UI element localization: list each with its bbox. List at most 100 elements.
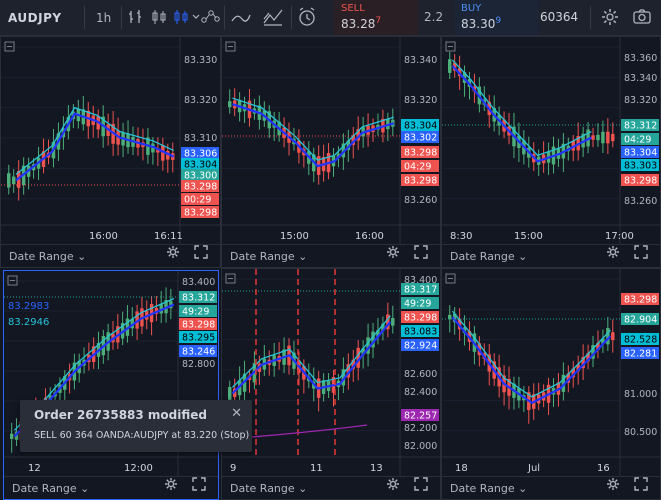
pane-collapse-icon[interactable] bbox=[225, 41, 236, 52]
candle bbox=[527, 386, 531, 424]
pane-collapse-icon[interactable] bbox=[445, 273, 456, 284]
candles-icon[interactable] bbox=[150, 8, 168, 26]
date-range-dropdown[interactable]: Date Range ⌄ bbox=[230, 250, 308, 263]
gear-icon[interactable] bbox=[386, 477, 400, 491]
chart-canvas[interactable]: 83.400 82.600 82.400 82.200 82.000 9 11 13 83.31… bbox=[222, 269, 440, 499]
pane-collapse-icon[interactable] bbox=[445, 41, 456, 52]
candle bbox=[512, 376, 516, 410]
x-axis-label: 12 bbox=[28, 463, 41, 474]
svg-text:83.300: 83.300 bbox=[184, 171, 217, 182]
x-axis-label: 15:00 bbox=[280, 231, 309, 242]
gear-icon[interactable] bbox=[606, 245, 620, 259]
x-axis-label: 8:30 bbox=[450, 231, 472, 242]
fullscreen-icon[interactable] bbox=[634, 477, 648, 491]
candle bbox=[228, 89, 232, 114]
fullscreen-icon[interactable] bbox=[192, 477, 206, 491]
chart-pane-3[interactable]: 83.36083.34083.32083.28083.2608:3015:001… bbox=[441, 36, 661, 268]
price-tag: 83.298 bbox=[401, 311, 439, 324]
pane-collapse-icon[interactable] bbox=[225, 273, 236, 284]
chart-canvas[interactable]: 83.330 83.320 83.310 16:00 16:11 83.30683.304… bbox=[1, 37, 220, 267]
svg-text:82.528: 82.528 bbox=[624, 335, 657, 346]
svg-text:83.298: 83.298 bbox=[184, 208, 217, 219]
gear-icon[interactable] bbox=[164, 477, 178, 491]
toast-close-button[interactable]: ✕ bbox=[231, 406, 242, 421]
date-range-dropdown[interactable]: Date Range ⌄ bbox=[12, 482, 90, 495]
chart-canvas[interactable]: 83.36083.34083.32083.28083.2608:3015:001… bbox=[442, 37, 660, 267]
gear-icon[interactable] bbox=[166, 245, 180, 259]
date-range-dropdown[interactable]: Date Range ⌄ bbox=[230, 482, 308, 495]
pane-collapse-icon[interactable] bbox=[4, 41, 15, 52]
buy-button[interactable]: BUY 83.309 bbox=[455, 0, 539, 35]
line-chart-icon[interactable] bbox=[230, 8, 252, 26]
pane-footer: Date Range ⌄ bbox=[442, 244, 660, 267]
date-range-dropdown[interactable]: Date Range ⌄ bbox=[450, 482, 528, 495]
x-axis-label: 16:00 bbox=[89, 231, 118, 242]
pane-footer: Date Range ⌄ bbox=[1, 244, 220, 267]
candle bbox=[7, 164, 11, 195]
sell-button[interactable]: SELL 83.287 bbox=[334, 0, 418, 35]
svg-text:83.306: 83.306 bbox=[184, 149, 217, 160]
candle bbox=[126, 120, 130, 154]
pane-footer: Date Range ⌄ bbox=[4, 476, 218, 499]
y-axis-label: 82.400 bbox=[404, 387, 437, 398]
gear-icon[interactable] bbox=[600, 7, 620, 27]
price-tag: 49:29 bbox=[179, 305, 217, 318]
price-tag: 83.298 bbox=[621, 293, 659, 306]
sell-price: 83.287 bbox=[341, 16, 382, 31]
camera-icon[interactable] bbox=[632, 7, 652, 27]
chart-pane-1[interactable]: 83.330 83.320 83.310 16:00 16:11 83.306 83.304… bbox=[0, 36, 221, 268]
moving-average-line bbox=[231, 321, 392, 395]
candle bbox=[536, 149, 541, 176]
hollow-candles-icon[interactable] bbox=[172, 8, 190, 26]
symbol-selector[interactable]: AUDJPY bbox=[8, 10, 62, 25]
candle bbox=[391, 305, 395, 334]
chart-canvas[interactable]: 83.34083.32083.28083.26015:0016:0083.304… bbox=[222, 37, 440, 267]
candle bbox=[448, 51, 452, 79]
gear-icon[interactable] bbox=[606, 477, 620, 491]
y-axis-label: 83.320 bbox=[624, 95, 657, 106]
buy-label: BUY bbox=[461, 3, 482, 14]
fullscreen-icon[interactable] bbox=[194, 245, 208, 259]
price-tag: 83.246 bbox=[179, 345, 217, 358]
bars-icon[interactable] bbox=[127, 8, 145, 26]
quantity-input[interactable]: 60364 bbox=[540, 10, 579, 24]
pane-footer: Date Range ⌄ bbox=[222, 244, 440, 267]
date-range-dropdown[interactable]: Date Range ⌄ bbox=[450, 250, 528, 263]
chart-pane-4[interactable]: 83.40082.80082.40082.2001212:0083.31249:… bbox=[3, 270, 219, 500]
chart-canvas[interactable]: 82.00081.50081.00080.50018Jul1683.29882.… bbox=[442, 269, 660, 499]
candle bbox=[247, 369, 252, 393]
candle bbox=[591, 335, 595, 368]
candle bbox=[277, 342, 281, 370]
fullscreen-icon[interactable] bbox=[634, 245, 648, 259]
candle bbox=[586, 344, 590, 370]
timeframe-selector[interactable]: 1h bbox=[96, 10, 112, 25]
chart-pane-2[interactable]: 83.34083.32083.28083.26015:0016:0083.304… bbox=[221, 36, 441, 268]
svg-text:83.083: 83.083 bbox=[404, 327, 437, 338]
indicators-icon[interactable] bbox=[262, 7, 284, 27]
candle bbox=[356, 116, 360, 150]
legend-value-ma1: 83.2983 bbox=[8, 301, 49, 312]
alert-clock-icon[interactable] bbox=[296, 6, 318, 28]
candle bbox=[381, 316, 385, 341]
x-axis-label: 17:00 bbox=[605, 231, 634, 242]
candle bbox=[596, 123, 600, 147]
x-axis-label: 9 bbox=[230, 463, 236, 474]
gear-icon[interactable] bbox=[386, 245, 400, 259]
fullscreen-icon[interactable] bbox=[414, 477, 428, 491]
pane-collapse-icon[interactable] bbox=[7, 275, 18, 286]
sell-label: SELL bbox=[341, 3, 365, 14]
price-tag: 83.304 bbox=[401, 119, 439, 132]
date-range-dropdown[interactable]: Date Range ⌄ bbox=[9, 250, 87, 263]
chart-pane-6[interactable]: 82.00081.50081.00080.50018Jul1683.29882.… bbox=[441, 268, 661, 500]
price-tag: 83.298 bbox=[181, 206, 219, 219]
price-tag: 83.298 bbox=[401, 174, 439, 187]
chart-canvas[interactable]: 83.40082.80082.40082.2001212:0083.31249:… bbox=[4, 271, 218, 499]
candle bbox=[282, 337, 286, 374]
candle bbox=[546, 377, 551, 415]
heikin-ashi-icon[interactable] bbox=[200, 8, 220, 26]
chart-pane-5[interactable]: 83.400 82.600 82.400 82.200 82.000 9 11 13 83.31… bbox=[221, 268, 441, 500]
price-tag: 82.281 bbox=[621, 347, 659, 360]
divider bbox=[291, 6, 292, 29]
fullscreen-icon[interactable] bbox=[414, 245, 428, 259]
chevron-down-icon[interactable] bbox=[191, 12, 201, 22]
